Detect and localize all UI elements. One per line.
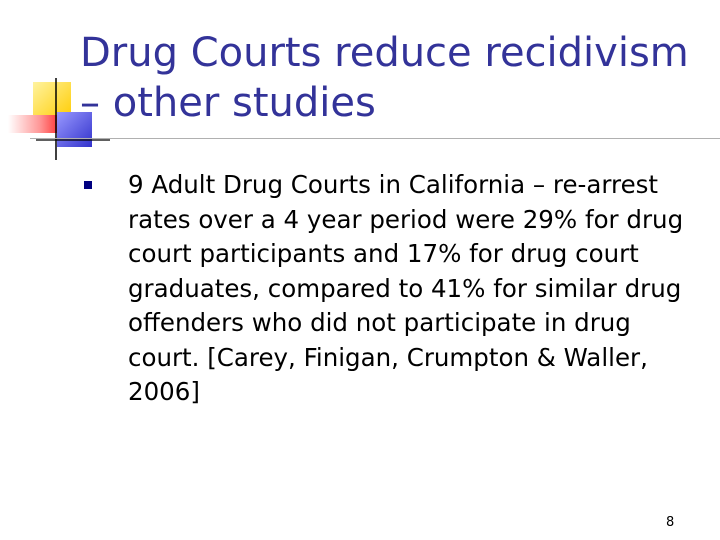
blue-square xyxy=(57,112,92,147)
red-bar xyxy=(8,115,60,133)
bullet-text: 9 Adult Drug Courts in California – re-a… xyxy=(128,170,684,406)
slide-title: Drug Courts reduce recidivism – other st… xyxy=(80,30,689,126)
corner-squares-decoration xyxy=(8,78,110,160)
title-divider xyxy=(30,138,720,139)
page-number: 8 xyxy=(666,515,675,530)
square-bullet-icon xyxy=(84,181,92,189)
